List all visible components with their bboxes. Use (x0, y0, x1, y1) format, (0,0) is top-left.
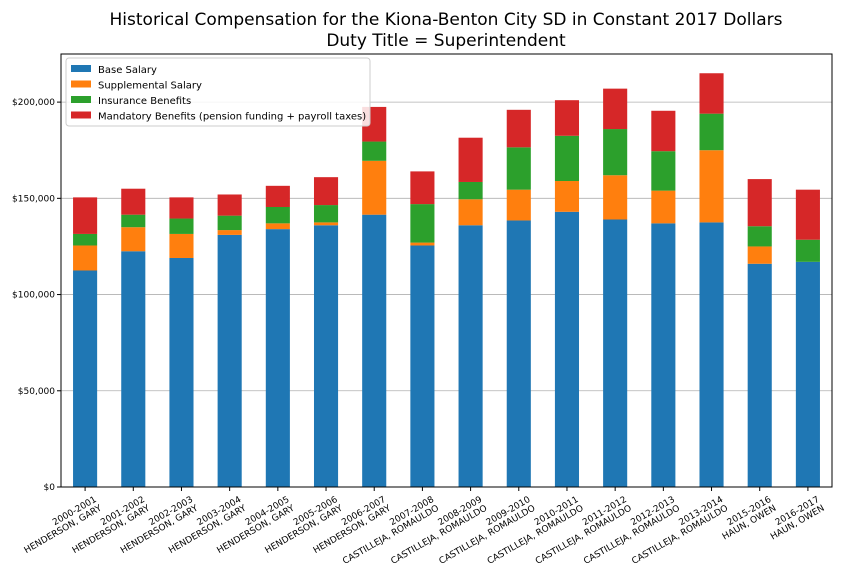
bar-segment-base (121, 251, 146, 487)
bar-segment-supplemental (265, 223, 290, 230)
bar-segment-base (506, 220, 531, 487)
bar-segment-mandatory (747, 179, 772, 227)
bar-segment-supplemental (169, 233, 194, 258)
legend-swatch (71, 96, 91, 103)
legend-label: Insurance Benefits (98, 96, 191, 107)
bar-segment-base (217, 234, 242, 487)
bar-segment-base (313, 225, 339, 487)
bar-segment-base (73, 270, 98, 487)
bar-segment-supplemental (506, 189, 531, 221)
y-axis: $0 $50,000 $100,000 $150,000 $200,000 (12, 98, 61, 493)
bar-segment-insurance (169, 218, 194, 234)
bar-segment-mandatory (265, 185, 290, 207)
bar-segment-mandatory (603, 88, 628, 130)
bar-segment-mandatory (73, 197, 98, 234)
bar-segment-base (603, 219, 628, 487)
bar-segment-mandatory (458, 137, 483, 182)
legend-swatch (71, 111, 91, 119)
bar-segment-insurance (747, 226, 772, 247)
y-tick-label: $200,000 (12, 98, 55, 108)
bar-segment-insurance (121, 214, 146, 228)
x-tick-label: 2016-2017HAUN, OWEN (764, 495, 826, 543)
bar-segment-base (362, 214, 387, 488)
bar-segment-supplemental (458, 199, 483, 226)
bar-segment-supplemental (603, 175, 628, 220)
bar-segment-base (265, 229, 290, 487)
bars-layer (73, 73, 820, 488)
bar-segment-base (747, 263, 772, 487)
bar-segment-mandatory (121, 188, 146, 215)
x-axis: 2000-2001HENDERSON, GARY2001-2002HENDERS… (23, 487, 826, 567)
chart-title: Historical Compensation for the Kiona-Be… (110, 10, 783, 30)
bar-segment-supplemental (121, 227, 146, 252)
bar-segment-supplemental (410, 242, 435, 246)
bar-segment-supplemental (554, 181, 580, 212)
bar-segment-base (458, 225, 483, 487)
bar-segment-insurance (699, 113, 724, 151)
legend-label: Base Salary (98, 65, 157, 76)
bar-segment-base (795, 261, 820, 487)
bar-segment-insurance (362, 141, 387, 161)
bar-segment-mandatory (506, 109, 531, 148)
bar-segment-insurance (554, 135, 580, 182)
chart-subtitle: Duty Title = Superintendent (326, 31, 566, 51)
bar-segment-supplemental (73, 245, 98, 271)
y-tick-label: $50,000 (18, 387, 55, 397)
y-tick-label: $100,000 (12, 291, 55, 301)
bar-segment-base (169, 257, 194, 487)
bar-segment-base (410, 245, 435, 487)
bar-segment-mandatory (169, 197, 194, 219)
bar-segment-insurance (458, 181, 483, 200)
bar-segment-insurance (795, 239, 820, 262)
bar-segment-insurance (506, 147, 531, 190)
legend-label: Supplemental Salary (98, 81, 202, 92)
bar-segment-supplemental (699, 150, 724, 223)
bar-segment-insurance (603, 129, 628, 176)
bar-segment-supplemental (747, 246, 772, 264)
legend-swatch (71, 80, 91, 88)
legend-label: Mandatory Benefits (pension funding + pa… (98, 112, 366, 123)
bar-segment-supplemental (651, 190, 676, 224)
bar-segment-insurance (410, 204, 435, 243)
bar-segment-mandatory (795, 189, 820, 240)
legend: Base Salary Supplemental Salary Insurance … (65, 57, 371, 127)
legend-swatch (71, 65, 91, 72)
bar-segment-insurance (265, 206, 290, 224)
bar-segment-supplemental (362, 160, 387, 215)
bar-segment-insurance (313, 205, 339, 223)
bar-segment-supplemental (313, 222, 339, 226)
bar-segment-insurance (217, 215, 242, 231)
bar-segment-mandatory (554, 100, 580, 136)
bar-segment-base (651, 223, 676, 487)
bar-segment-mandatory (410, 171, 435, 205)
y-tick-label: $150,000 (12, 194, 55, 204)
plot-frame (60, 53, 833, 488)
bar-segment-insurance (73, 233, 98, 246)
bar-segment-mandatory (699, 73, 724, 114)
bar-segment-mandatory (313, 177, 339, 206)
y-tick-label: $0 (44, 483, 56, 493)
bar-segment-mandatory (651, 110, 676, 152)
bar-segment-supplemental (217, 230, 242, 235)
bar-segment-mandatory (217, 194, 242, 216)
bar-segment-base (554, 211, 580, 487)
legend-box (65, 57, 371, 127)
bar-segment-base (699, 222, 724, 487)
bar-segment-insurance (651, 151, 676, 191)
